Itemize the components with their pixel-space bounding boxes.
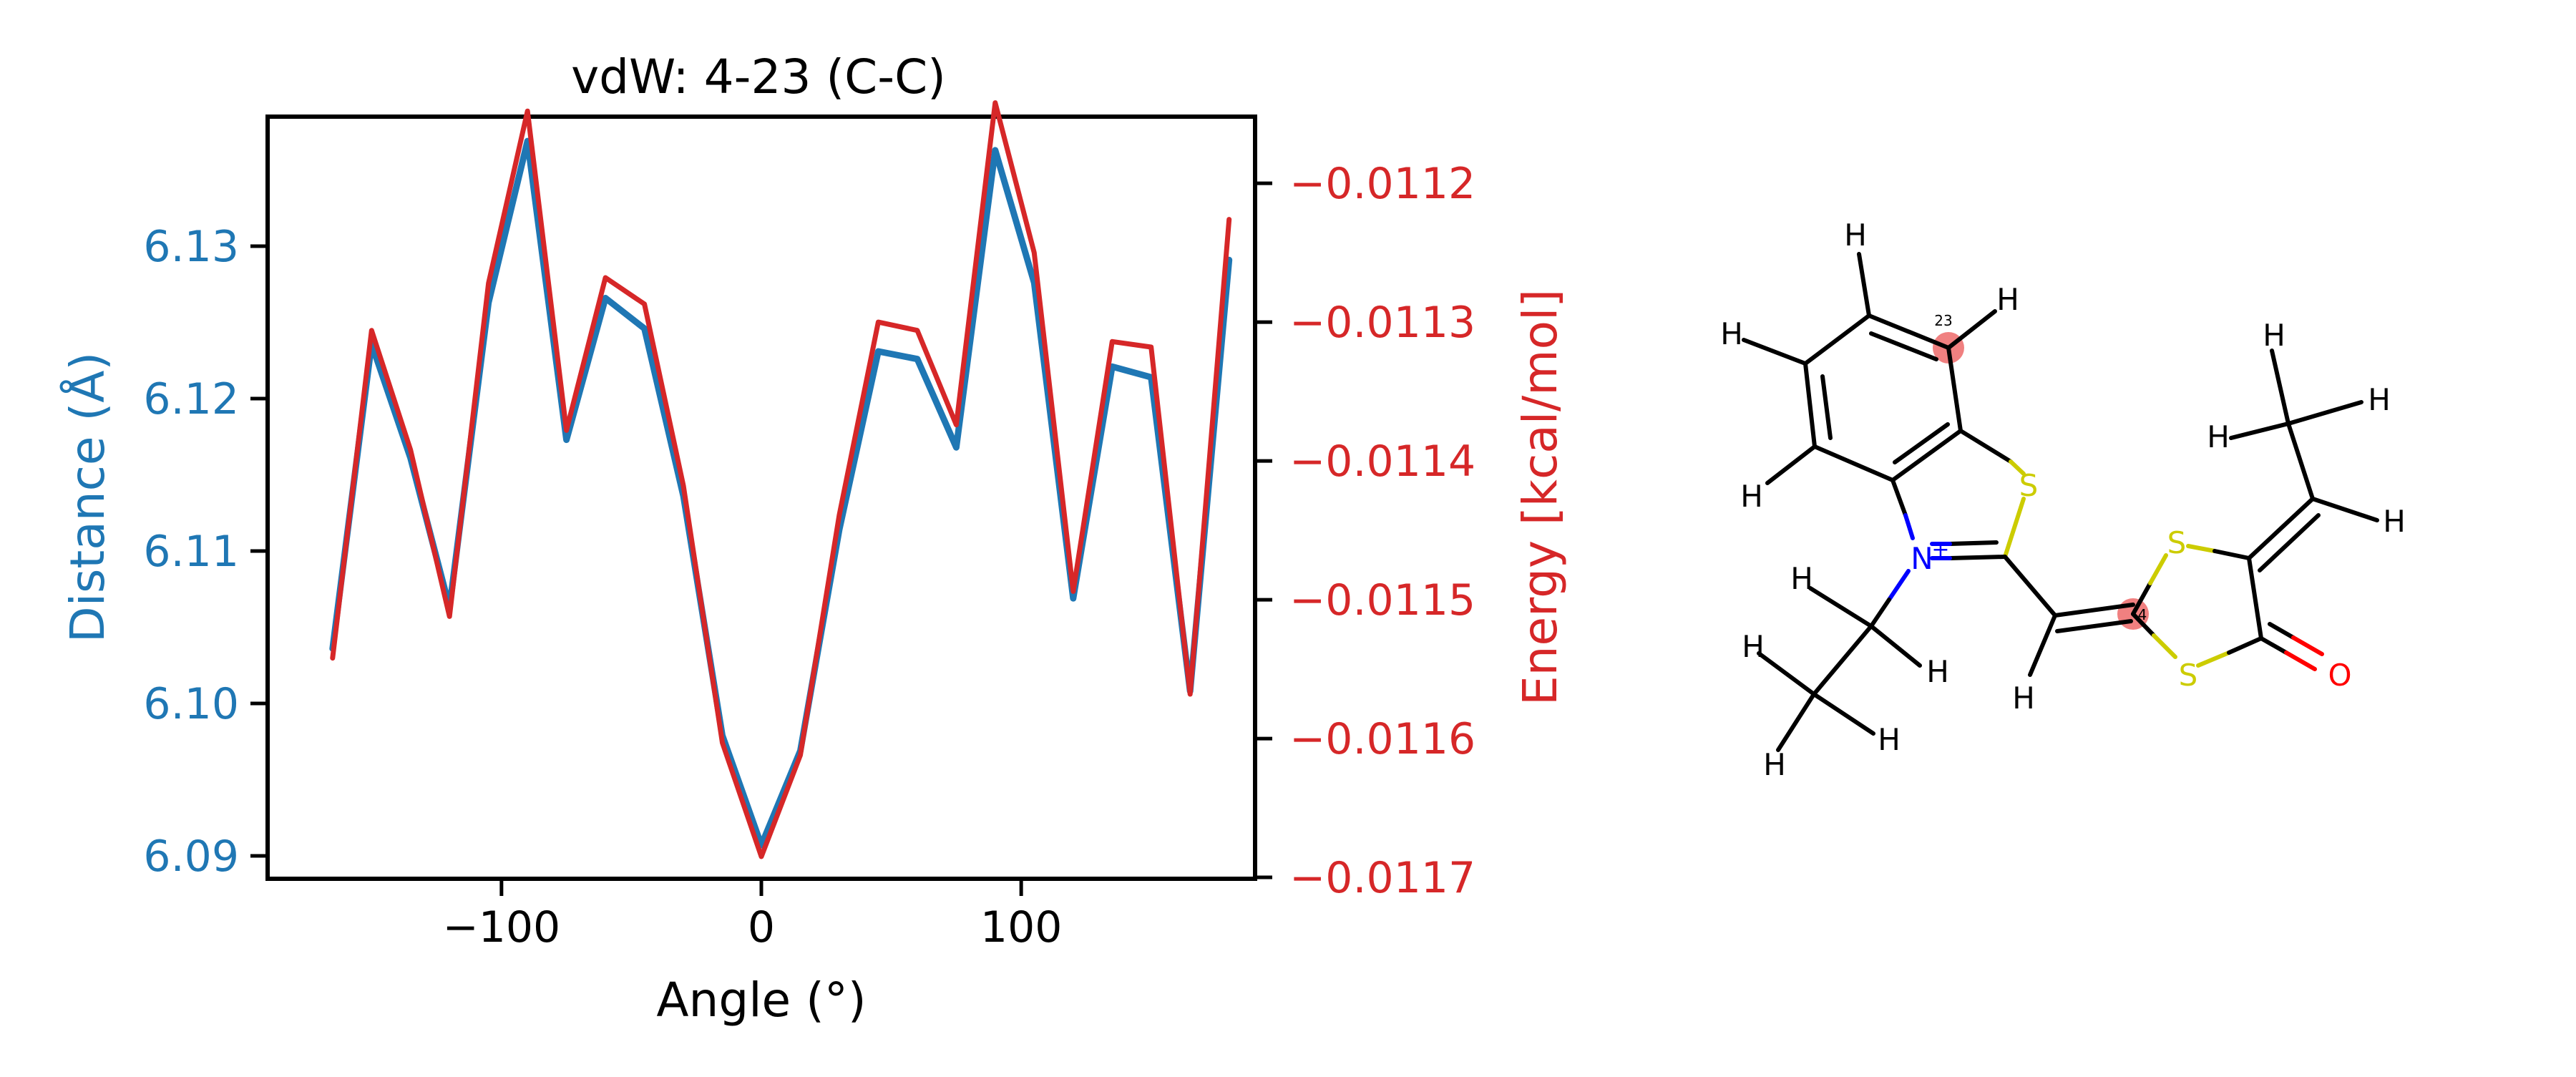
distance-series-line [329,137,1233,849]
atom-h: H [1996,282,2019,317]
y-right-tick-label: −0.0116 [1289,714,1475,764]
x-tick-label: −100 [442,902,560,952]
atom-n-charge: + [1931,537,1949,562]
atom-n: N [1911,541,1933,576]
atom-h: H [2207,419,2230,454]
atom-h: H [1844,218,1867,253]
x-tick-label: 100 [980,902,1063,952]
series-group [329,100,1233,859]
atom-labels: H H H H S N + S S O H H H H H H H H H H … [1720,218,2406,782]
dithiole-ring [2131,544,2324,671]
atom-h: H [1740,479,1763,514]
y-axis-left: 6.09 6.10 6.11 6.12 6.13 [143,222,268,882]
atom-index-23: 23 [1934,312,1952,329]
atom-h: H [1926,654,1949,689]
plot-frame [265,114,1257,881]
ring-hydrogen-bonds [1742,252,1997,485]
y-left-tick-label: 6.13 [143,222,239,272]
atom-s-dithiole-top: S [2167,525,2187,560]
y-left-tick-label: 6.10 [143,679,239,729]
y-right-tick-label: −0.0115 [1289,575,1475,625]
y-left-tick-label: 6.12 [143,374,239,424]
atom-h: H [2263,318,2285,353]
propenyl-group [2229,349,2379,572]
y-axis-right-label: Energy [kcal/mol] [1513,289,1568,706]
y-left-tick-label: 6.09 [143,832,239,882]
x-tick-label: 0 [748,902,775,952]
atom-h: H [2012,681,2035,716]
energy-series-line [330,100,1232,859]
atom-o: O [2328,658,2351,693]
atom-h: H [2368,382,2391,417]
n-ethyl-group [1757,569,1922,752]
atom-h: H [1790,561,1813,596]
molecule-structure: H H H H S N + S S O H H H H H H H H H H … [1720,218,2406,782]
y-left-tick-label: 6.11 [143,527,239,577]
y-axis-right: −0.0117 −0.0116 −0.0115 −0.0114 −0.0113 −0.01… [1255,159,1475,903]
thiazole-ring [1890,429,2026,560]
y-axis-left-label: Distance (Å) [60,352,115,643]
atom-h: H [1720,316,1743,351]
atom-h: H [1878,722,1901,757]
atom-s-dithiole-bottom: S [2179,658,2198,693]
y-right-tick-label: −0.0117 [1289,853,1475,903]
x-axis: −100 0 100 [442,879,1062,952]
atom-h: H [1742,629,1765,664]
atom-h: H [2383,504,2406,539]
bridge-bonds [2003,555,2135,677]
y-right-tick-label: −0.0114 [1289,437,1475,487]
atom-index-4: 4 [2138,606,2147,623]
atom-h: H [1763,747,1786,782]
atom-s-thiazole: S [2019,468,2039,503]
chart-title: vdW: 4-23 (C-C) [571,49,946,104]
x-axis-label: Angle (°) [656,973,866,1028]
y-right-tick-label: −0.0112 [1289,159,1475,209]
y-right-tick-label: −0.0113 [1289,298,1475,348]
benzene-ring [1803,313,1963,482]
